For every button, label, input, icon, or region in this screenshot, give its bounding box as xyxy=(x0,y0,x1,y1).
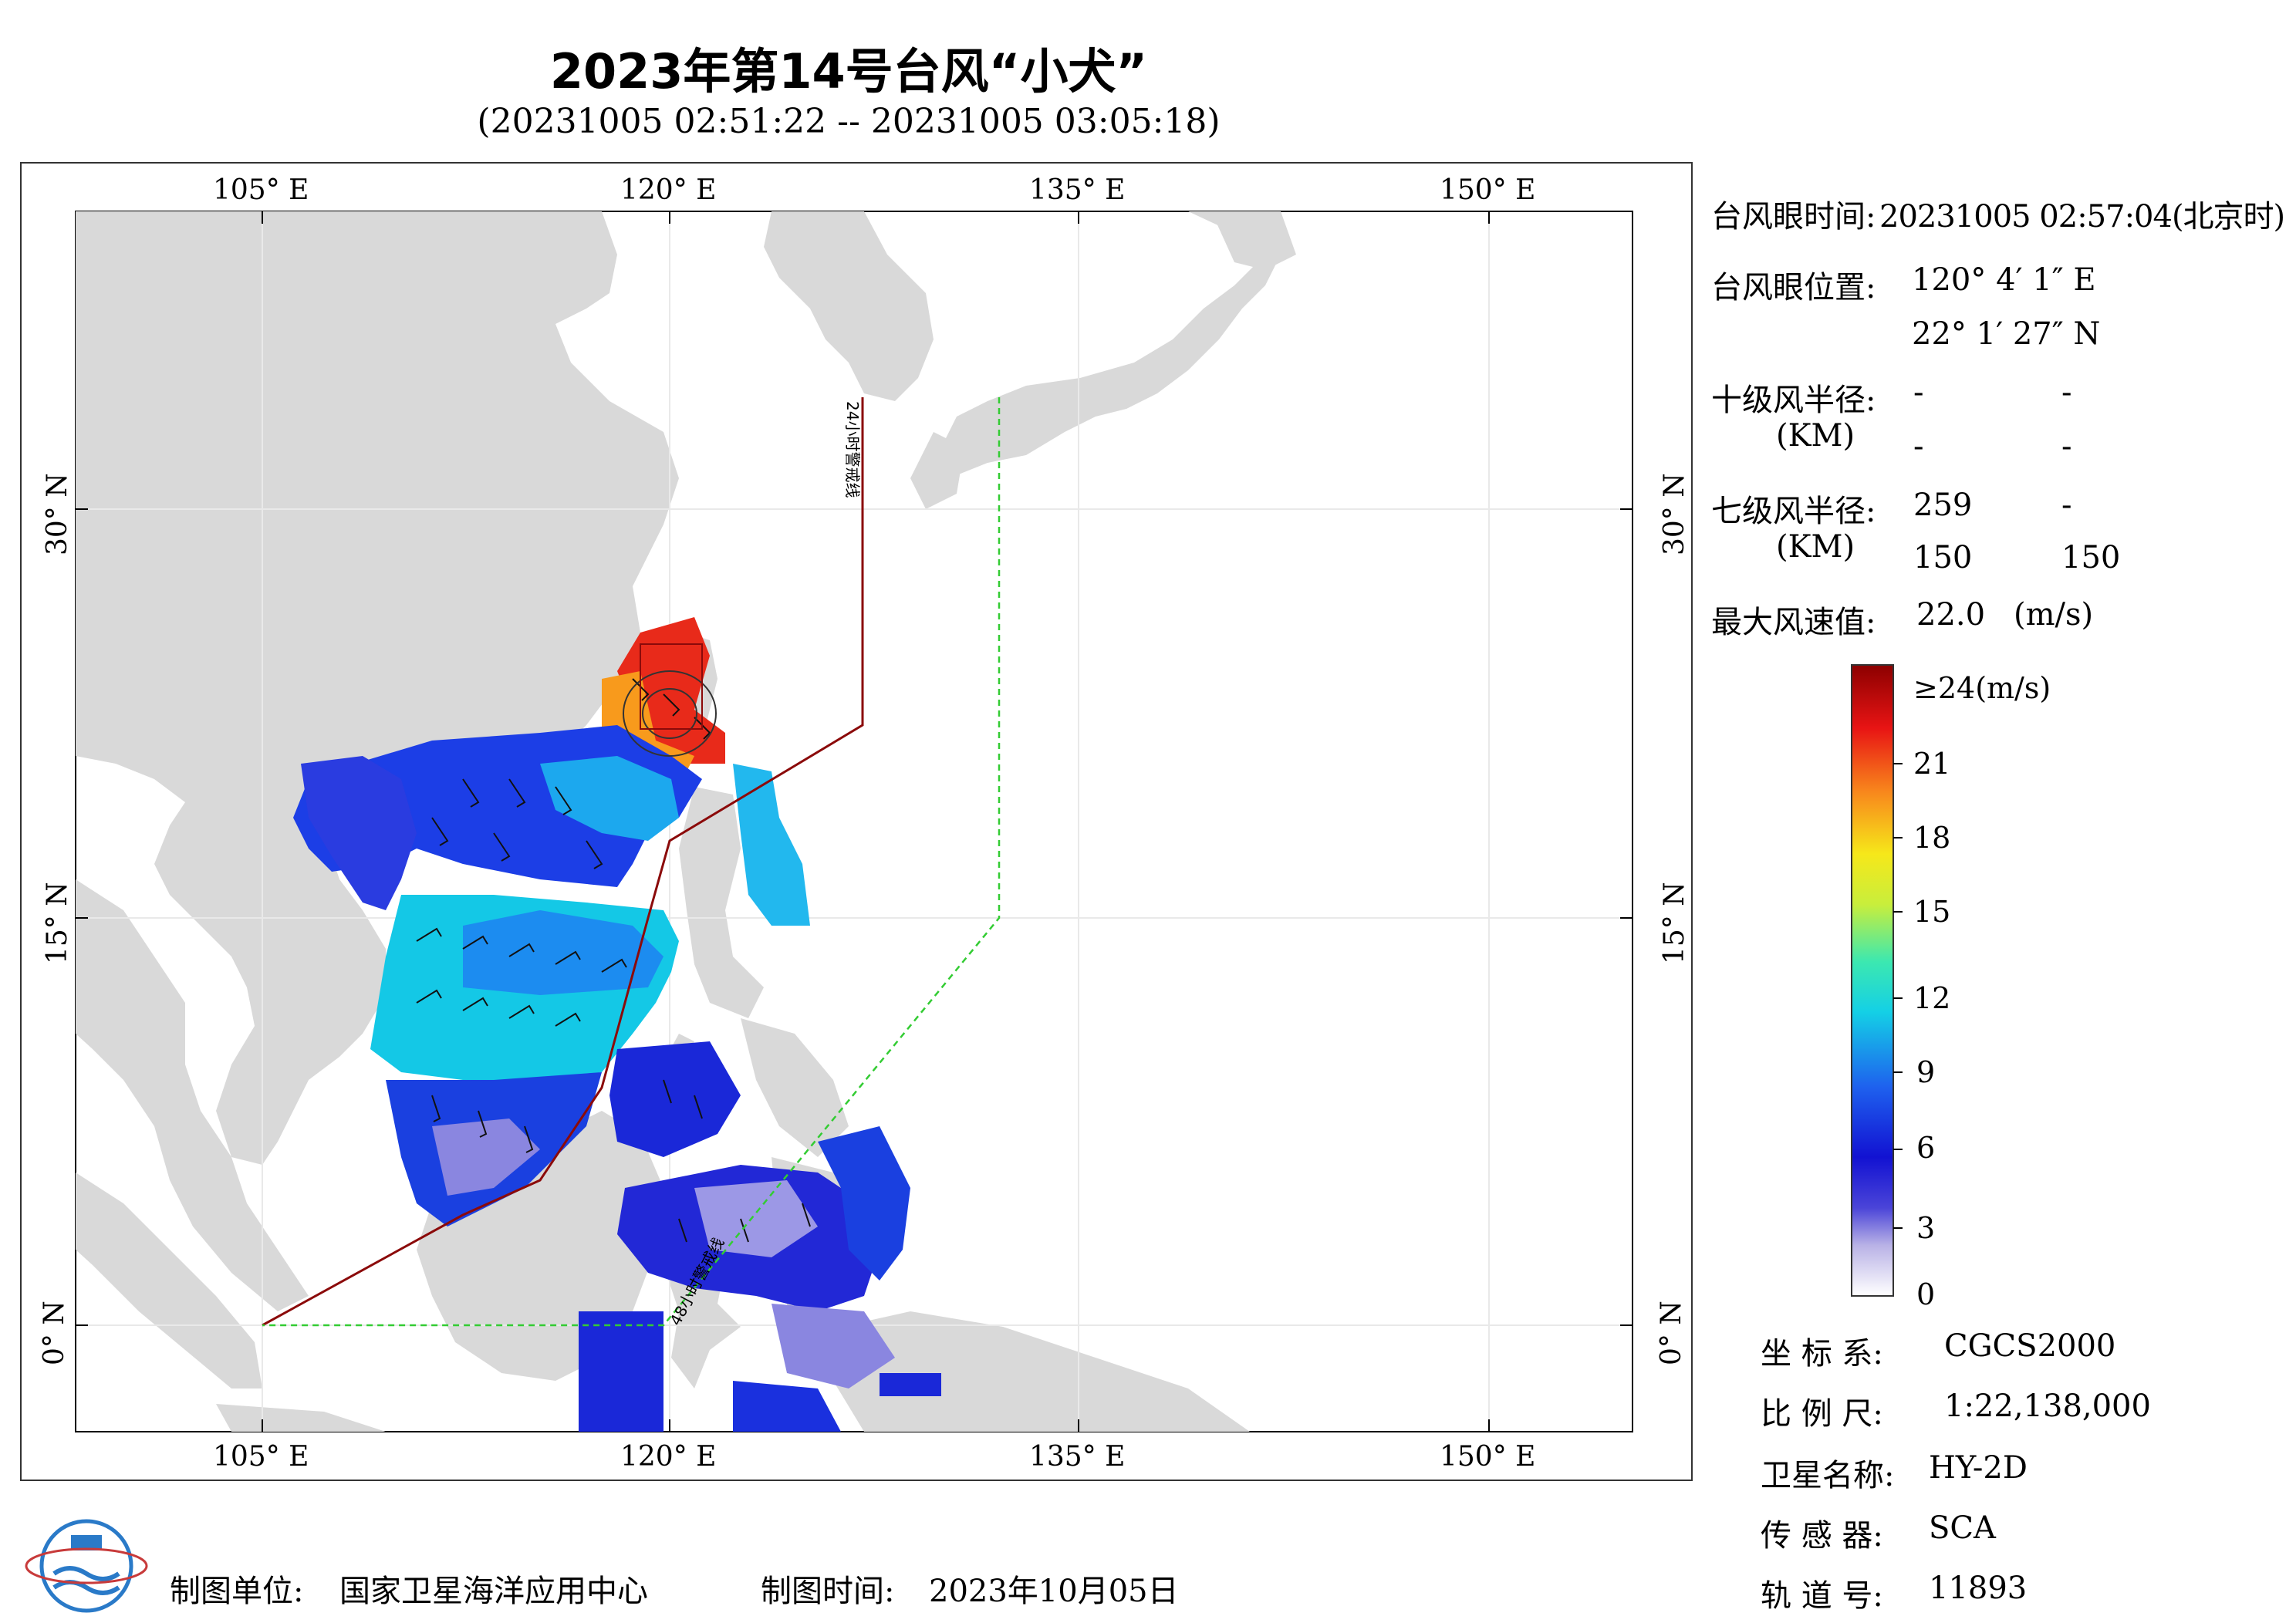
axis-ticks xyxy=(76,211,1633,1432)
lat-label-left-15: 15° N xyxy=(42,882,73,964)
land-japan xyxy=(926,211,1281,478)
lon-label-top-135: 135° E xyxy=(1029,174,1126,206)
eye-lat: 22° 1′ 27″ N xyxy=(1912,316,2101,352)
lon-label-bottom-120: 120° E xyxy=(620,1441,717,1473)
typhoon-eye-region xyxy=(623,670,717,757)
lat-label-right-30: 30° N xyxy=(1659,473,1690,555)
map-frame xyxy=(20,162,1693,1481)
swath-south-3 xyxy=(880,1373,941,1396)
land-visayas xyxy=(741,1018,849,1157)
land-hokkaido xyxy=(1211,211,1296,270)
swath-west xyxy=(301,756,417,910)
land-luzon xyxy=(679,787,764,1018)
land-kyushu xyxy=(910,432,964,509)
colorbar-label-6: 6 xyxy=(1916,1131,1936,1165)
warning-line-24h xyxy=(262,397,864,1327)
land-new-guinea xyxy=(833,1311,1250,1432)
meta-satellite-value: HY-2D xyxy=(1929,1450,2028,1486)
map-title: 2023年第14号台风“小犬” xyxy=(549,43,1148,100)
lat-label-right-0: 0° N xyxy=(1656,1301,1687,1365)
land-mainland xyxy=(76,211,679,1165)
lat-label-left-0: 0° N xyxy=(39,1301,70,1365)
r10-km-label: (KM) xyxy=(1776,418,1855,454)
swath-lower-lilac xyxy=(432,1119,540,1196)
meta-scale-label: 比 例 尺: xyxy=(1761,1396,1883,1432)
max-wind-unit: (m/s) xyxy=(2014,597,2094,633)
max-wind-label: 最大风速值: xyxy=(1711,605,1876,640)
r7-label: 七级风半径: xyxy=(1711,494,1876,529)
land-java xyxy=(216,1404,386,1432)
land-korea xyxy=(764,211,934,401)
swath-celebes-lilac xyxy=(694,1180,818,1257)
land-sumatra xyxy=(76,1173,262,1388)
swath-sulu xyxy=(609,1041,741,1157)
swath-upper-cyan xyxy=(540,756,679,841)
lon-label-top-105: 105° E xyxy=(213,174,309,206)
colorbar-label-24: ≥24(m/s) xyxy=(1913,671,2051,705)
eye-pos-label: 台风眼位置: xyxy=(1711,270,1876,305)
eye-time-label: 台风眼时间: xyxy=(1711,199,1876,235)
lon-label-bottom-150: 150° E xyxy=(1440,1441,1536,1473)
max-wind-value: 22.0 xyxy=(1916,597,1986,633)
colorbar-label-15: 15 xyxy=(1913,895,1951,929)
colorbar-label-12: 12 xyxy=(1913,981,1951,1015)
lat-label-right-15: 15° N xyxy=(1659,882,1690,964)
r7-value-4: 150 xyxy=(2061,540,2121,575)
footer-date-value: 2023年10月05日 xyxy=(929,1574,1179,1609)
meta-orbit-label: 轨 道 号: xyxy=(1761,1578,1883,1614)
lon-label-bottom-105: 105° E xyxy=(213,1441,309,1473)
meta-scale-value: 1:22,138,000 xyxy=(1944,1388,2151,1424)
footer-org-value: 国家卫星海洋应用中心 xyxy=(339,1574,648,1609)
lon-label-bottom-135: 135° E xyxy=(1029,1441,1126,1473)
eye-time-value: 20231005 02:57:04(北京时) xyxy=(1879,199,2285,235)
lon-label-top-120: 120° E xyxy=(620,174,717,206)
meta-orbit-value: 11893 xyxy=(1929,1571,2028,1606)
r7-value-2: - xyxy=(2061,488,2072,523)
warning-box xyxy=(640,643,703,730)
agency-logo xyxy=(25,1519,148,1613)
colorbar xyxy=(1851,664,1894,1297)
swath-middle-blue xyxy=(463,910,663,995)
colorbar-ticks xyxy=(1893,763,1903,1229)
meta-crs-label: 坐 标 系: xyxy=(1761,1336,1883,1372)
eye-lon: 120° 4′ 1″ E xyxy=(1912,262,2096,298)
r10-value-4: - xyxy=(2061,429,2072,464)
lat-label-left-30: 30° N xyxy=(42,473,73,555)
footer-date-label: 制图时间: xyxy=(761,1574,895,1609)
r7-value-3: 150 xyxy=(1913,540,1973,575)
warning-24h-label: 24小时警戒线 xyxy=(843,401,862,498)
meta-sensor-value: SCA xyxy=(1929,1510,1996,1546)
colorbar-label-0: 0 xyxy=(1916,1277,1936,1311)
swath-banda xyxy=(772,1304,895,1388)
warning-line-48h xyxy=(262,397,1001,1327)
r10-value-1: - xyxy=(1913,375,1924,410)
wind-swath xyxy=(293,617,941,1432)
meta-satellite-label: 卫星名称: xyxy=(1761,1458,1895,1493)
r7-value-1: 259 xyxy=(1913,488,1973,523)
r10-label: 十级风半径: xyxy=(1711,383,1876,418)
r7-km-label: (KM) xyxy=(1776,529,1855,565)
meta-sensor-label: 传 感 器: xyxy=(1761,1518,1883,1554)
swath-south-2 xyxy=(733,1381,841,1432)
colorbar-label-3: 3 xyxy=(1916,1211,1936,1245)
meta-crs-value: CGCS2000 xyxy=(1944,1328,2116,1364)
swath-south xyxy=(579,1311,663,1432)
colorbar-label-9: 9 xyxy=(1916,1055,1936,1089)
r10-value-2: - xyxy=(2061,375,2072,410)
colorbar-label-21: 21 xyxy=(1913,747,1951,781)
time-range: (20231005 02:51:22 -- 20231005 03:05:18) xyxy=(477,102,1221,141)
footer-org-label: 制图单位: xyxy=(170,1574,304,1609)
swath-moluccas xyxy=(818,1126,910,1281)
r10-value-3: - xyxy=(1913,429,1924,464)
colorbar-label-18: 18 xyxy=(1913,821,1951,855)
lon-label-top-150: 150° E xyxy=(1440,174,1536,206)
swath-east-luzon xyxy=(733,764,810,926)
wind-barbs xyxy=(416,678,811,1243)
land-indochina xyxy=(76,879,309,1311)
